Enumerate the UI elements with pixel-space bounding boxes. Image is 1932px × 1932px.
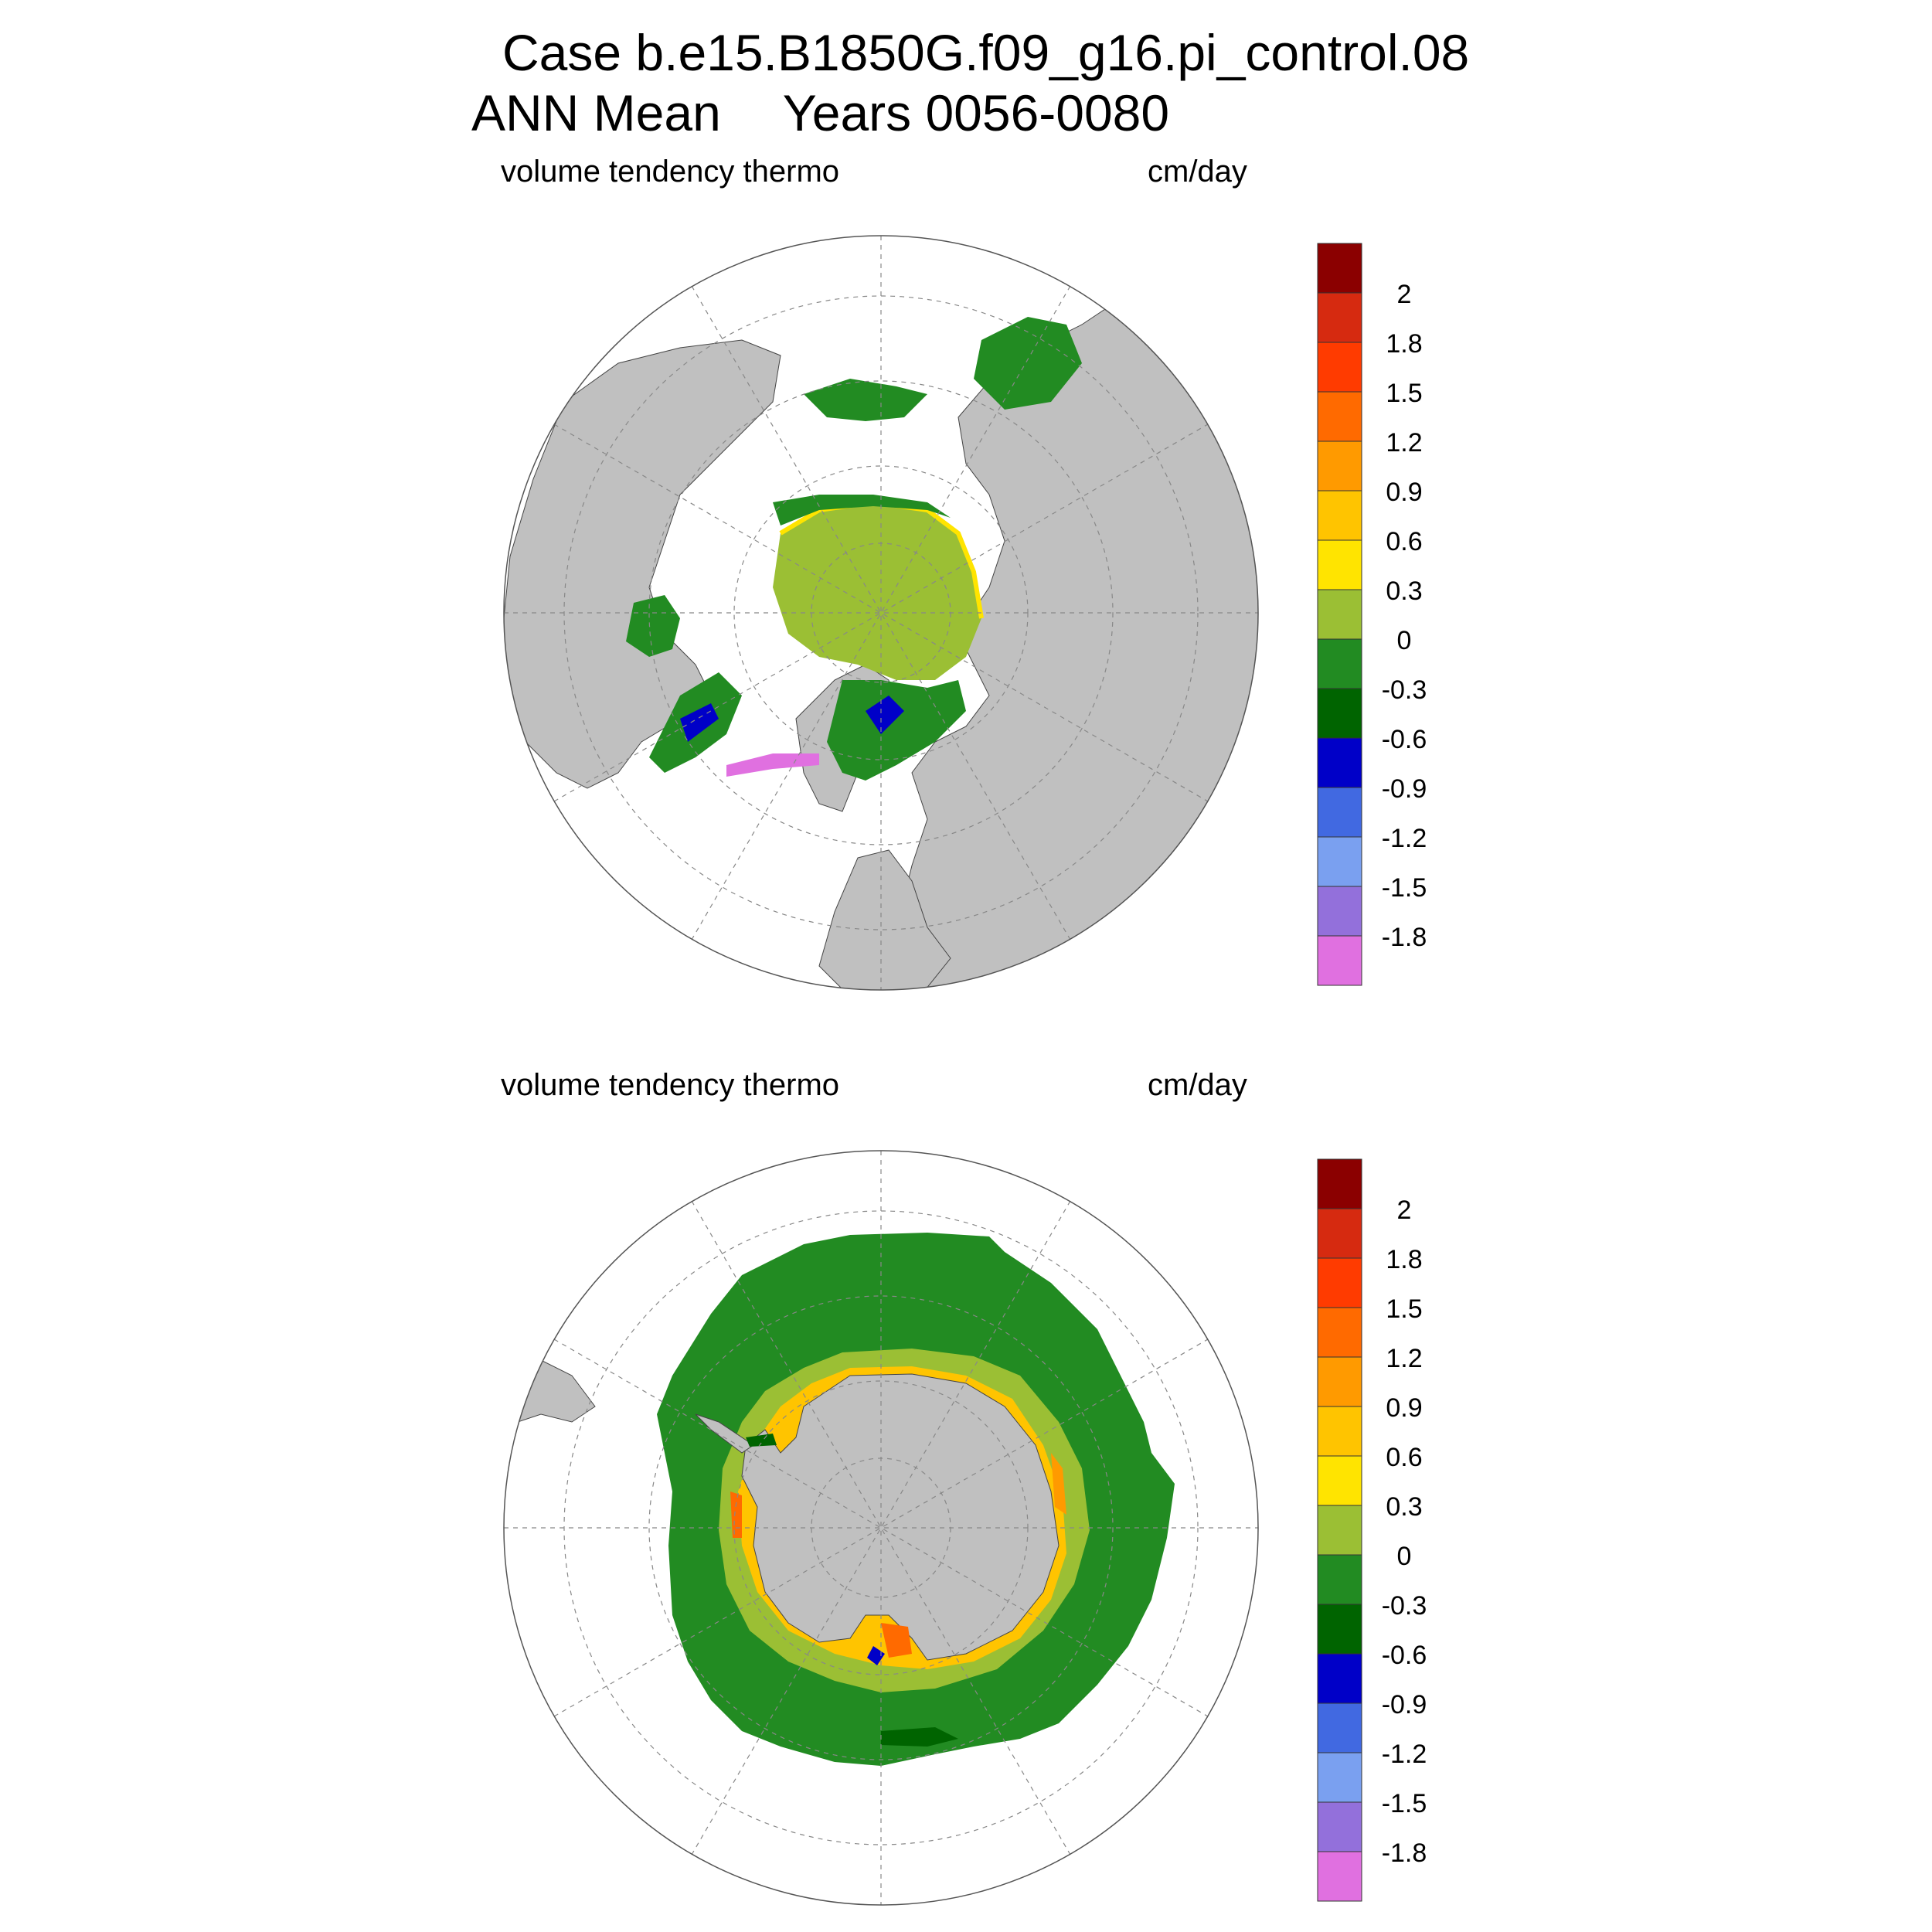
north-ice-hudson [626,595,680,657]
north-colorbar-swatch [1317,737,1362,788]
north-ice-margin-atlantic [827,680,966,781]
north-colorbar-swatch [1317,935,1362,986]
north-colorbar-label: 1.2 [1386,428,1422,457]
south-colorbar-swatch [1317,1257,1362,1308]
north-colorbar-swatch [1317,688,1362,739]
north-colorbar: 2 1.8 1.5 1.2 0.9 0.6 0.3 0 -0.3 -0.6 -0.9 -1.2 -1.5… [1317,243,1427,986]
south-colorbar-swatch [1317,1604,1362,1655]
north-colorbar-label: -1.5 [1382,873,1427,903]
north-colorbar-swatch [1317,440,1362,492]
south-ice-weddell-loss [867,1646,885,1665]
case-title: Case b.e15.B1850G.f09_g16.pi_control.08 [502,24,1470,81]
north-ice-margin-pacific [773,495,951,526]
south-ice-amundsen-melt [730,1492,742,1538]
south-colorbar-label: -0.3 [1382,1591,1427,1621]
north-map-border [503,235,1259,991]
south-units-label: cm/day [1148,1068,1247,1102]
south-colorbar-swatch [1317,1208,1362,1259]
north-colorbar-swatch [1317,836,1362,887]
south-colorbar-label: 2 [1397,1196,1412,1225]
north-colorbar-swatch [1317,638,1362,689]
north-colorbar-swatch [1317,292,1362,343]
south-colorbar-label: 0.3 [1386,1492,1422,1522]
north-ice-gin-melt [726,753,819,777]
north-colorbar-swatch [1317,243,1362,294]
north-colorbar-swatch [1317,342,1362,393]
north-colorbar-swatch [1317,490,1362,541]
north-colorbar-label: 1.5 [1386,379,1422,408]
season-label: ANN Mean [471,84,721,141]
south-colorbar-label: 0.9 [1386,1393,1422,1423]
south-graticule [504,1151,1258,1905]
south-ice-ross-melt [1051,1453,1066,1515]
south-colorbar-swatch [1317,1158,1362,1209]
north-ice-labrador-melt [680,703,719,742]
south-colorbar-swatch [1317,1307,1362,1358]
south-colorbar-label: 1.5 [1386,1294,1422,1324]
north-ice-barents-melt [866,696,904,734]
south-colorbar-label: -1.2 [1382,1740,1427,1769]
north-units-label: cm/day [1148,155,1247,189]
south-colorbar-swatch [1317,1356,1362,1407]
north-variable-label: volume tendency thermo [501,155,840,189]
north-ice-bering [804,379,927,421]
north-colorbar-label: -1.8 [1382,923,1427,952]
north-colorbar-swatch [1317,391,1362,442]
south-colorbar: 2 1.8 1.5 1.2 0.9 0.6 0.3 0 -0.3 -0.6 -0.9 -1.2 -1.5… [1317,1158,1427,1902]
south-colorbar-swatch [1317,1801,1362,1852]
south-colorbar-label: -1.8 [1382,1838,1427,1868]
north-graticule [504,236,1258,990]
season-title: ANN Mean Years 0056-0080 [471,83,1169,142]
south-colorbar-label: 0 [1397,1542,1412,1571]
south-polar-map [503,1150,1259,1906]
south-ice-patch-2 [746,1434,777,1447]
north-colorbar-label: -1.2 [1382,824,1427,853]
north-colorbar-label: -0.6 [1382,725,1427,754]
south-colorbar-swatch [1317,1653,1362,1704]
north-colorbar-label: -0.9 [1382,774,1427,804]
north-ice-central-arctic [773,502,981,680]
south-ice-weddell-melt [881,1623,912,1658]
south-ice-patch-1 [881,1727,958,1747]
north-colorbar-label: 0.3 [1386,577,1422,606]
years-label: Years 0056-0080 [782,84,1170,141]
south-colorbar-label: 1.8 [1386,1245,1422,1274]
north-colorbar-swatch [1317,886,1362,937]
south-colorbar-label: -0.6 [1382,1641,1427,1670]
north-colorbar-label: 0.6 [1386,527,1422,556]
south-variable-label: volume tendency thermo [501,1068,840,1102]
south-colorbar-swatch [1317,1406,1362,1457]
south-colorbar-swatch [1317,1752,1362,1803]
south-colorbar-swatch [1317,1851,1362,1902]
south-colorbar-swatch [1317,1702,1362,1753]
north-ice-okhotsk [974,317,1082,410]
south-map-border [503,1150,1259,1906]
south-colorbar-label: 0.6 [1386,1443,1422,1472]
north-colorbar-swatch [1317,787,1362,838]
south-colorbar-label: 1.2 [1386,1344,1422,1373]
south-colorbar-swatch [1317,1554,1362,1605]
north-colorbar-label: 1.8 [1386,329,1422,359]
north-colorbar-swatch [1317,539,1362,590]
south-colorbar-label: -1.5 [1382,1789,1427,1818]
north-land-europe [818,849,951,990]
north-colorbar-swatch [1317,589,1362,640]
north-colorbar-label: 2 [1397,280,1412,309]
south-colorbar-swatch [1317,1455,1362,1506]
north-colorbar-label: 0.9 [1386,478,1422,507]
north-colorbar-label: 0 [1397,626,1412,655]
south-colorbar-swatch [1317,1505,1362,1556]
north-polar-map [503,235,1259,991]
south-colorbar-label: -0.9 [1382,1690,1427,1719]
north-colorbar-label: -0.3 [1382,675,1427,705]
